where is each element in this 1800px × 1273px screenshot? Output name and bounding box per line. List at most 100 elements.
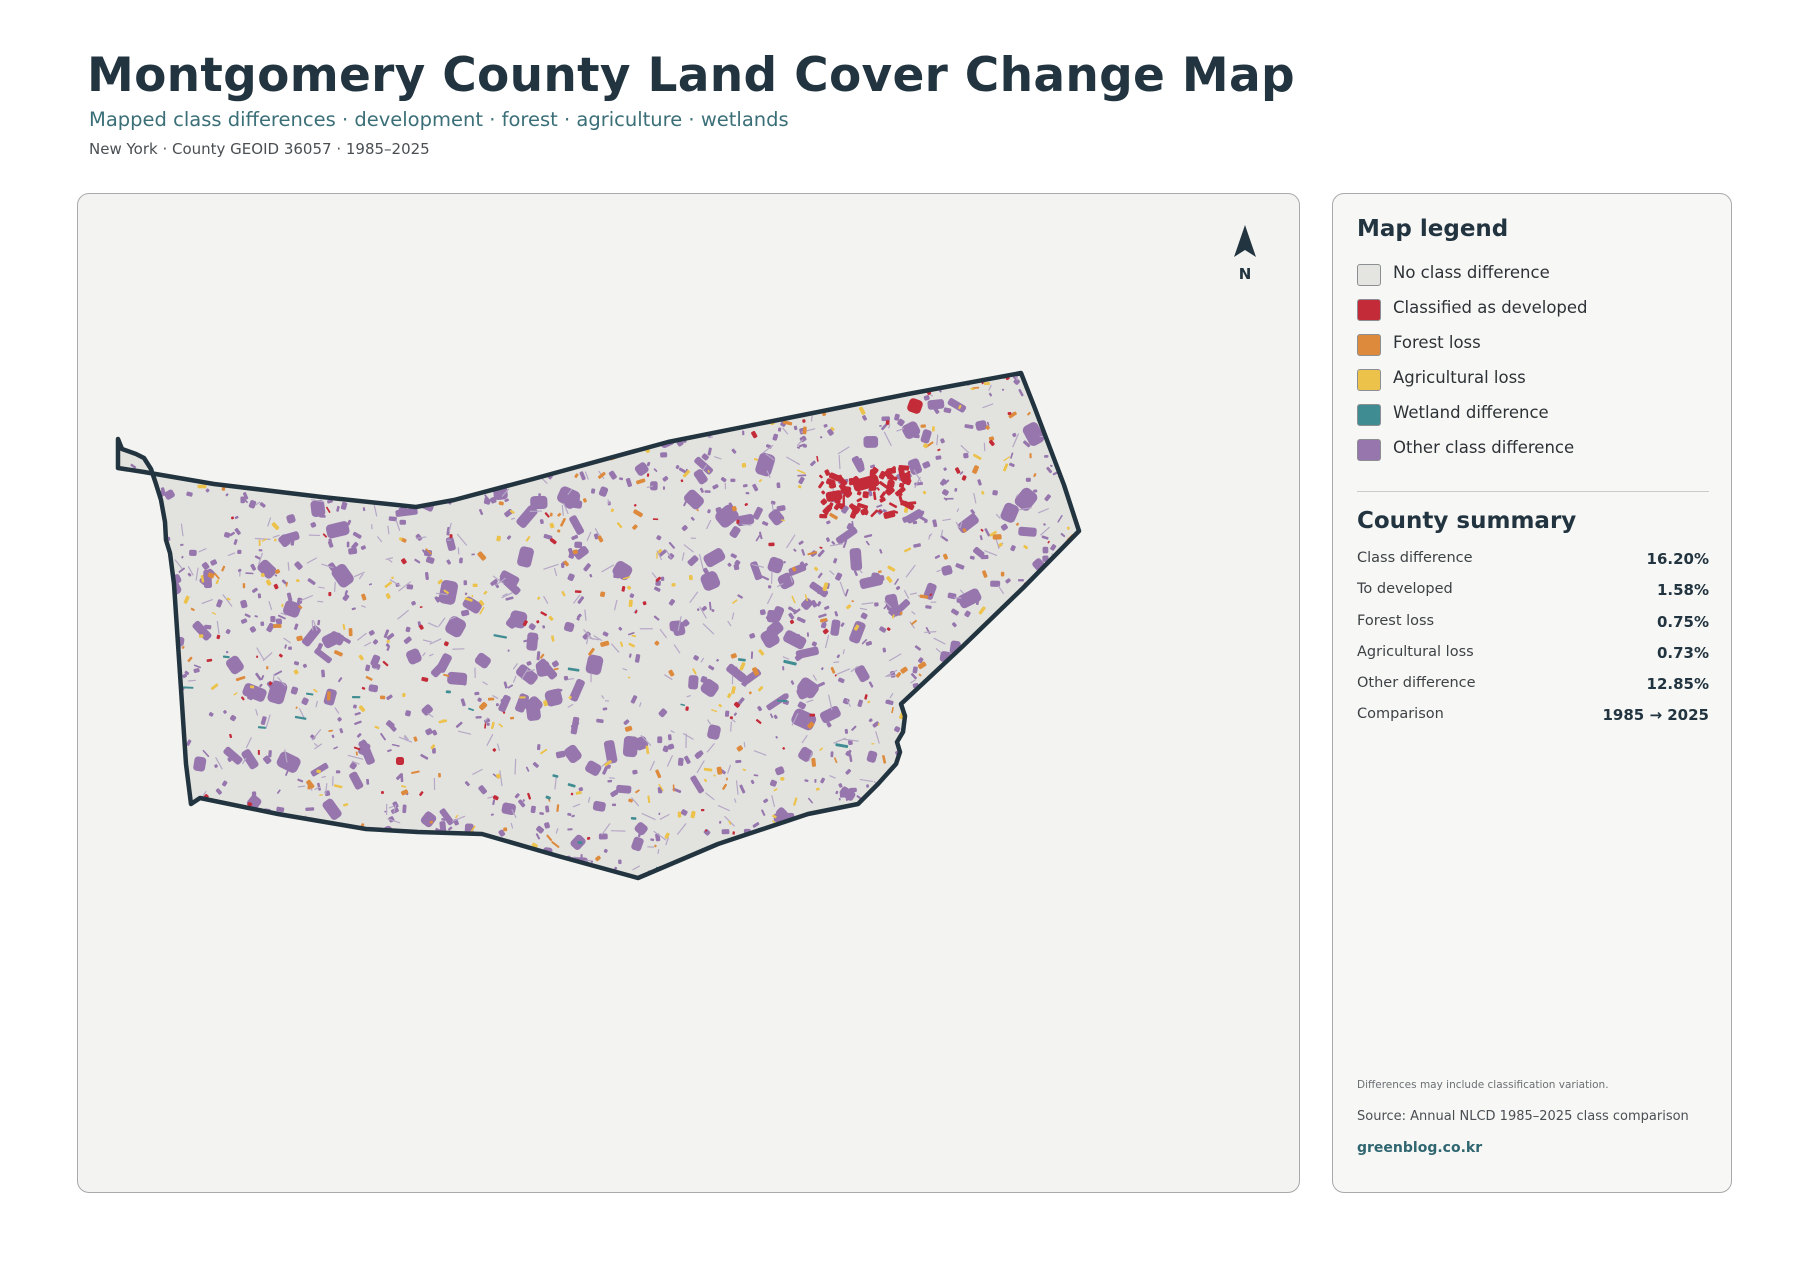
- change-patch: [736, 519, 740, 524]
- map-canvas[interactable]: N: [78, 194, 1300, 1193]
- change-patch: [1043, 523, 1046, 526]
- change-patch: [698, 553, 704, 570]
- change-patch: [498, 829, 506, 837]
- change-patch: [125, 793, 129, 800]
- brand-link[interactable]: greenblog.co.kr: [1357, 1140, 1483, 1156]
- change-patch: [215, 579, 220, 585]
- change-patch: [290, 455, 306, 463]
- change-patch: [547, 409, 553, 415]
- change-patch: [129, 526, 134, 531]
- change-patch: [478, 508, 484, 516]
- change-patch: [919, 828, 942, 843]
- change-patch: [215, 788, 222, 795]
- change-patch: [954, 855, 959, 859]
- change-patch: [809, 713, 816, 717]
- change-patch: [543, 533, 553, 540]
- change-patch: [164, 453, 171, 462]
- change-patch: [797, 701, 806, 710]
- change-patch: [789, 619, 795, 625]
- change-patch: [424, 572, 429, 581]
- change-patch: [708, 436, 713, 439]
- change-patch: [314, 786, 321, 790]
- change-patch: [422, 652, 426, 657]
- change-patch: [538, 493, 541, 497]
- change-patch: [668, 669, 675, 677]
- change-patch: [539, 519, 544, 525]
- summary-value: 1.58%: [1656, 581, 1709, 600]
- change-patch: [954, 467, 961, 474]
- change-patch: [941, 489, 949, 496]
- change-patch: [449, 534, 453, 539]
- change-patch: [664, 674, 673, 681]
- change-patch: [885, 699, 894, 706]
- change-patch: [361, 686, 366, 690]
- change-patch: [928, 533, 933, 538]
- change-patch: [1036, 630, 1040, 634]
- change-patch: [760, 628, 780, 648]
- change-patch: [339, 728, 344, 734]
- change-patch: [867, 821, 873, 826]
- county-outline: [115, 370, 1082, 881]
- change-patch: [814, 779, 817, 783]
- change-patch: [223, 710, 227, 714]
- change-patch: [590, 488, 596, 494]
- change-patch: [124, 429, 138, 438]
- change-patch: [496, 413, 500, 422]
- change-patch: [182, 686, 194, 689]
- change-patch: [303, 404, 308, 408]
- change-patch: [765, 453, 775, 461]
- change-patch: [736, 513, 755, 527]
- change-patch: [641, 393, 662, 414]
- change-patch: [123, 544, 127, 548]
- change-patch: [388, 805, 395, 809]
- change-patch: [573, 594, 581, 604]
- change-patch: [661, 392, 665, 397]
- change-patch: [726, 663, 747, 683]
- change-patch: [266, 666, 269, 670]
- change-patch: [660, 452, 668, 458]
- change-patch: [921, 847, 930, 855]
- change-patch: [736, 745, 743, 752]
- map-panel[interactable]: N: [77, 193, 1300, 1193]
- change-patch: [551, 635, 555, 642]
- change-patch: [737, 658, 746, 662]
- change-patch: [252, 868, 258, 874]
- change-patch: [432, 747, 436, 754]
- change-patch: [375, 399, 390, 413]
- change-patch: [905, 509, 924, 524]
- change-patch: [677, 757, 684, 766]
- change-patch: [701, 605, 707, 612]
- change-patch: [622, 576, 630, 580]
- change-patch: [507, 684, 514, 689]
- change-patch: [892, 845, 898, 852]
- change-patch: [804, 594, 808, 602]
- change-patch: [962, 728, 970, 732]
- change-patch: [721, 829, 730, 835]
- change-patch: [712, 484, 719, 490]
- change-patch: [797, 485, 802, 489]
- change-patch: [1013, 843, 1017, 850]
- change-patch: [1049, 464, 1053, 468]
- change-patch: [443, 589, 449, 595]
- change-patch: [163, 712, 168, 717]
- change-patch: [706, 519, 712, 530]
- change-patch: [568, 695, 572, 700]
- page-subtitle: Mapped class differences · development ·…: [89, 108, 789, 131]
- change-patch: [586, 867, 591, 871]
- change-patch: [983, 442, 986, 452]
- change-patch: [216, 860, 220, 866]
- change-patch: [251, 791, 257, 799]
- change-patch: [607, 779, 613, 783]
- change-patch: [257, 879, 263, 885]
- change-patch: [129, 652, 133, 656]
- change-patch: [229, 531, 236, 537]
- change-patch: [1023, 498, 1027, 503]
- change-patch: [1066, 426, 1071, 432]
- change-patch: [1017, 804, 1023, 811]
- change-patch: [923, 443, 928, 449]
- change-patch: [567, 573, 575, 581]
- change-patch: [437, 481, 453, 489]
- change-patch: [574, 590, 582, 594]
- change-patch: [364, 641, 372, 647]
- change-patch: [673, 644, 681, 654]
